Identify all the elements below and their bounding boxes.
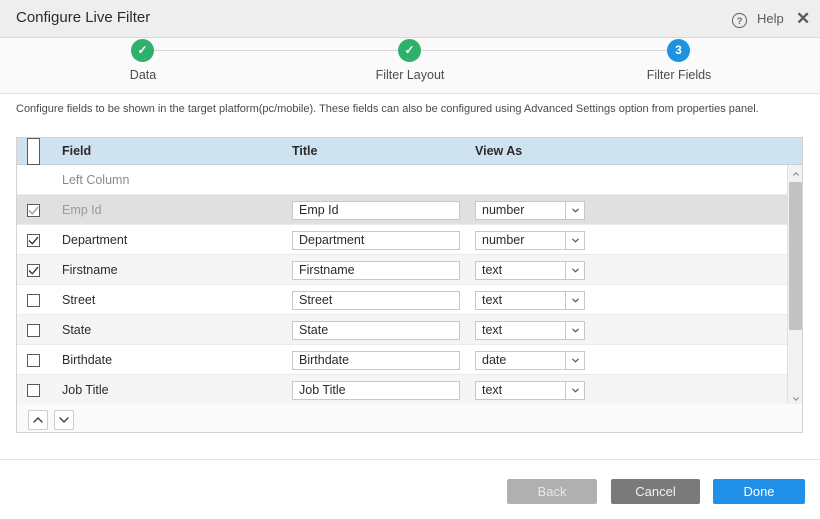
svg-text:?: ? xyxy=(737,16,743,26)
